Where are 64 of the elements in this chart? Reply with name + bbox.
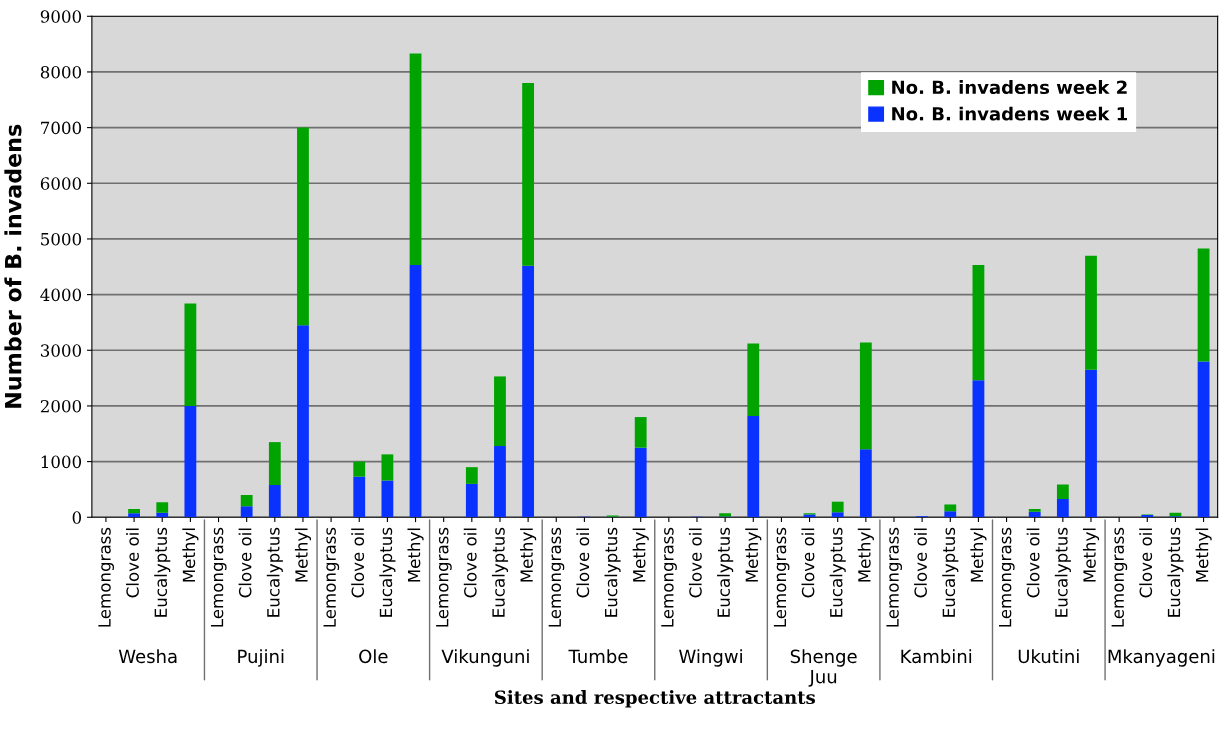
- x-tick-label: Clove oil: [1026, 528, 1040, 598]
- x-tick-label: Methyl: [632, 528, 649, 582]
- text: Vikunguni: [441, 649, 529, 667]
- text: Kambini: [901, 649, 972, 664]
- legend-label: No. B. invadens week 2: [892, 80, 1127, 95]
- x-tick-label: Methyl: [1195, 528, 1212, 582]
- x-tick-label: Lemongrass: [886, 527, 903, 627]
- x-tick-label: Lemongrass: [661, 527, 677, 627]
- x-tick-label: Clove oil: [688, 528, 702, 598]
- x-tick-label: Methyl: [182, 528, 199, 582]
- x-tick-label: Clove oil: [351, 528, 365, 598]
- text: Wesha: [118, 649, 177, 664]
- x-tick-label: Clove oil: [126, 528, 139, 598]
- x-tick-label: Methyl: [1082, 528, 1100, 582]
- text: Pujini: [238, 649, 284, 667]
- x-tick-label: Lemongrass: [999, 527, 1015, 627]
- x-tick-label: Eucalyptus: [1054, 527, 1071, 617]
- y-tick-label: 9000: [40, 10, 82, 23]
- text: Tumbe: [568, 649, 628, 664]
- y-tick-label: 1000: [41, 455, 82, 469]
- x-tick-label: Clove oil: [576, 528, 590, 598]
- x-tick-label: Lemongrass: [210, 527, 227, 627]
- x-tick-label: Methyl: [857, 528, 874, 582]
- x-tick-label: Lemongrass: [1111, 527, 1128, 627]
- x-axis-title: Sites and respective attractants: [495, 690, 815, 708]
- y-tick-label: 2000: [40, 399, 82, 413]
- x-tick-label: Lemongrass: [548, 527, 565, 627]
- x-tick-label: Clove oil: [801, 528, 815, 598]
- x-tick-label: Lemongrass: [323, 527, 340, 627]
- x-tick-label: Eucalyptus: [942, 527, 959, 617]
- y-tick-label: 5000: [41, 232, 82, 246]
- x-tick-label: Clove oil: [463, 528, 477, 598]
- y-tick-label: 7000: [41, 121, 82, 135]
- x-tick-label: Lemongrass: [773, 527, 790, 627]
- x-tick-label: Methyl: [294, 528, 312, 582]
- x-tick-label: Lemongrass: [436, 527, 452, 627]
- x-tick-label: Methyl: [745, 528, 762, 582]
- x-tick-label: Eucalyptus: [379, 527, 396, 617]
- x-tick-label: Eucalyptus: [266, 527, 283, 617]
- x-tick-label: Eucalyptus: [604, 527, 621, 617]
- x-tick-label: Clove oil: [238, 528, 252, 598]
- x-tick-label: Eucalyptus: [717, 527, 734, 617]
- y-tick-label: 0: [72, 511, 82, 524]
- text: Ukutini: [1018, 649, 1079, 664]
- x-tick-label: Eucalyptus: [491, 527, 509, 617]
- y-tick-label: 3000: [41, 344, 82, 357]
- text: Shenge Juu: [790, 649, 857, 687]
- y-tick-label: 4000: [40, 288, 82, 302]
- text: Wingwi: [679, 649, 742, 667]
- legend-label: No. B. invadens week 1: [892, 106, 1127, 121]
- x-tick-label: Clove oil: [1139, 528, 1153, 598]
- x-tick-label: Eucalyptus: [154, 527, 171, 617]
- x-tick-label: Methyl: [520, 528, 537, 582]
- y-tick-label: 6000: [40, 177, 82, 190]
- x-tick-label: Lemongrass: [98, 527, 115, 627]
- y-axis-title: Number of B. invadens: [4, 124, 22, 408]
- x-tick-label: Methyl: [407, 528, 424, 582]
- y-tick-label: 8000: [40, 65, 82, 79]
- text: Mkanyageni: [1108, 649, 1215, 667]
- x-tick-label: Clove oil: [914, 528, 927, 598]
- x-tick-label: Methyl: [970, 528, 987, 582]
- x-tick-label: Eucalyptus: [829, 527, 846, 617]
- text: Ole: [359, 649, 388, 664]
- x-tick-label: Eucalyptus: [1167, 527, 1184, 617]
